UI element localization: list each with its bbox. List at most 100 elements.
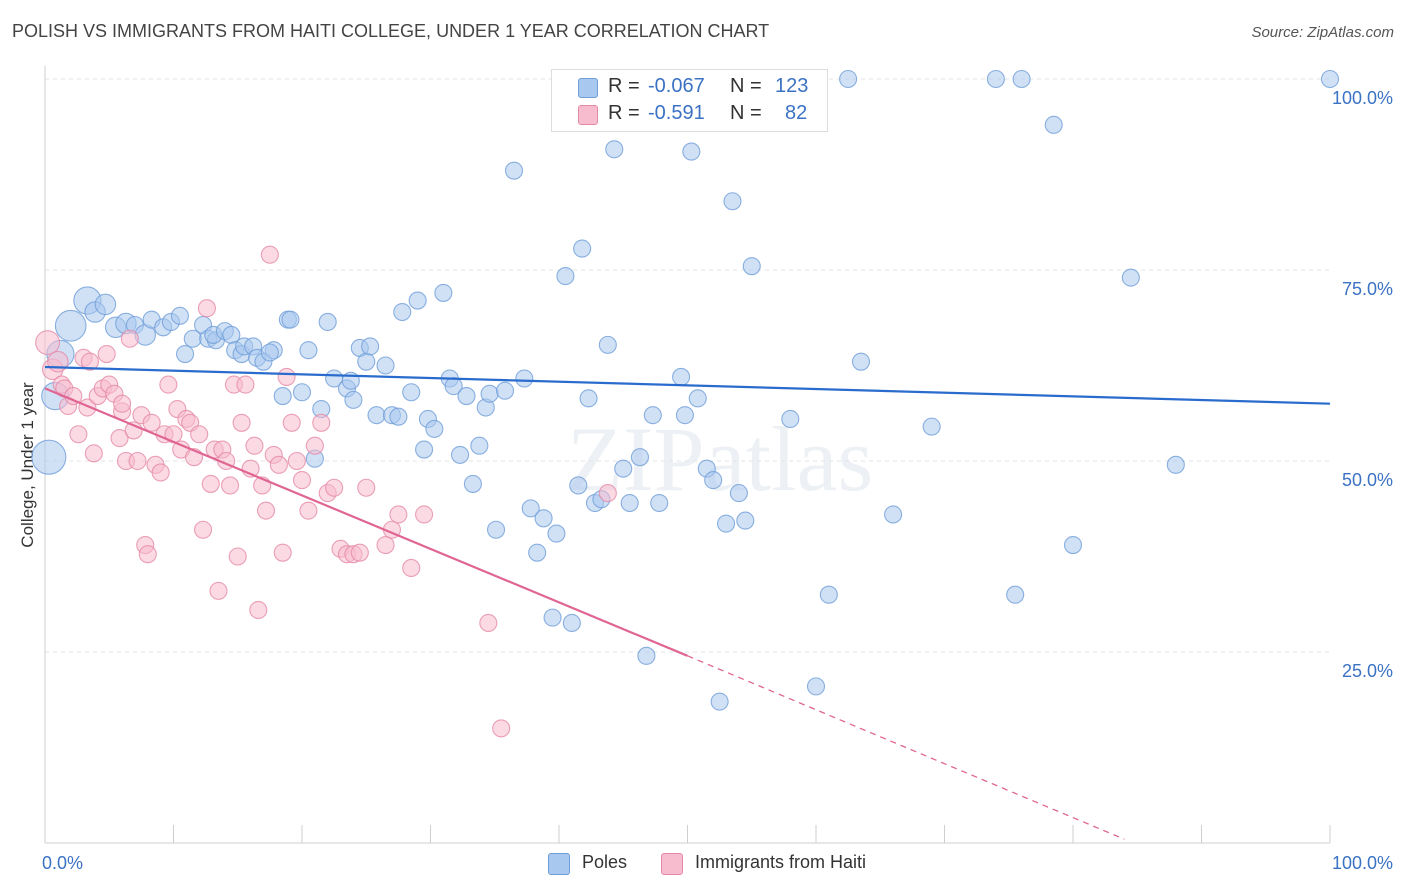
tick-labels: 25.0% 50.0% 75.0% 100.0% 0.0% 100.0%	[42, 88, 1393, 873]
poles-point	[569, 476, 588, 495]
poles-point	[408, 291, 427, 310]
poles-point	[806, 677, 826, 696]
poles-point	[884, 505, 903, 524]
haiti-point	[159, 375, 178, 394]
legend-r-value: -0.067	[648, 75, 705, 97]
poles-point	[579, 389, 598, 408]
poles-point	[605, 140, 624, 159]
legend-swatch-poles	[578, 78, 598, 98]
poles-point	[402, 383, 421, 402]
poles-point	[54, 309, 87, 342]
poles-point	[434, 283, 453, 302]
poles-point	[31, 439, 67, 475]
poles-point	[170, 306, 189, 325]
poles-point	[614, 459, 633, 478]
poles-point	[630, 448, 650, 467]
poles-point	[650, 493, 669, 513]
y-tick-label: 75.0%	[1342, 279, 1393, 299]
haiti-point	[197, 299, 216, 318]
legend-swatch-poles	[548, 853, 570, 875]
chart-source: Source: ZipAtlas.com	[1251, 24, 1394, 41]
chart-title: POLISH VS IMMIGRANTS FROM HAITI COLLEGE,…	[12, 21, 770, 41]
data-points	[31, 69, 1340, 738]
haiti-point	[376, 535, 395, 555]
poles-point	[451, 445, 470, 464]
legend-n-value: 123	[775, 75, 809, 97]
haiti-point	[120, 329, 139, 348]
poles-point	[480, 384, 499, 403]
haiti-point	[69, 425, 88, 444]
haiti-point	[194, 520, 213, 539]
legend-label-haiti: Immigrants from Haiti	[695, 852, 867, 872]
x-tick-label: 100.0%	[1332, 853, 1393, 873]
haiti-point	[598, 484, 617, 503]
poles-point	[318, 312, 337, 332]
poles-point	[620, 493, 639, 513]
legend-row-haiti: R = -0.591 N = 82	[552, 101, 827, 129]
poles-point	[781, 409, 800, 429]
poles-point	[260, 343, 279, 362]
poles-point	[521, 499, 540, 518]
poles-point	[742, 257, 761, 276]
legend-r-label: R =	[608, 75, 640, 97]
haiti-point	[299, 501, 318, 520]
poles-point	[389, 407, 408, 426]
poles-point	[643, 406, 662, 425]
poles-point	[1044, 115, 1063, 134]
poles-point	[562, 613, 581, 633]
haiti-point	[84, 444, 103, 463]
haiti-point	[249, 600, 268, 620]
gridlines	[45, 78, 1330, 653]
trend-lines	[44, 365, 1331, 840]
poles-point	[688, 389, 707, 408]
poles-point	[504, 161, 524, 180]
poles-point	[1121, 268, 1140, 287]
poles-point	[457, 387, 476, 406]
haiti-point	[236, 375, 255, 394]
poles-point	[1166, 455, 1185, 474]
poles-point	[547, 524, 566, 543]
poles-point	[393, 302, 412, 322]
poles-point	[675, 406, 694, 425]
haiti-point	[47, 350, 69, 373]
poles-point	[176, 344, 195, 364]
poles-point	[299, 341, 318, 360]
legend-swatch-haiti	[578, 105, 598, 125]
poles-point	[723, 192, 742, 211]
haiti-point	[357, 478, 376, 497]
haiti-point	[389, 505, 408, 524]
poles-point	[1320, 69, 1340, 89]
haiti-point	[269, 455, 288, 474]
poles-point	[1006, 585, 1025, 604]
poles-point	[716, 514, 736, 533]
poles-point	[94, 293, 117, 316]
poles-trend-line	[44, 365, 1331, 405]
poles-point	[672, 367, 691, 387]
poles-point	[986, 69, 1005, 89]
haiti-point	[350, 543, 369, 562]
poles-point	[543, 608, 562, 627]
poles-point	[415, 440, 434, 459]
haiti-point	[151, 463, 170, 482]
poles-point	[425, 419, 444, 438]
x-tick-label: 0.0%	[42, 853, 83, 873]
poles-point	[515, 369, 534, 388]
legend-n-label: N =	[730, 102, 762, 124]
haiti-point	[273, 543, 292, 562]
poles-point	[281, 310, 300, 329]
haiti-point	[228, 547, 247, 566]
haiti-point	[128, 451, 147, 471]
correlation-legend: R = -0.067 N = 123 R = -0.591 N = 82	[551, 69, 828, 132]
haiti-trend-line	[44, 387, 688, 657]
poles-point	[528, 543, 547, 562]
poles-point	[710, 692, 729, 711]
legend-label-poles: Poles	[582, 852, 628, 872]
haiti-point	[220, 476, 240, 495]
poles-point	[598, 335, 617, 354]
poles-point	[292, 383, 312, 402]
y-tick-label: 25.0%	[1342, 661, 1393, 681]
haiti-point	[110, 429, 129, 448]
poles-point	[344, 390, 363, 409]
haiti-point	[287, 451, 306, 471]
